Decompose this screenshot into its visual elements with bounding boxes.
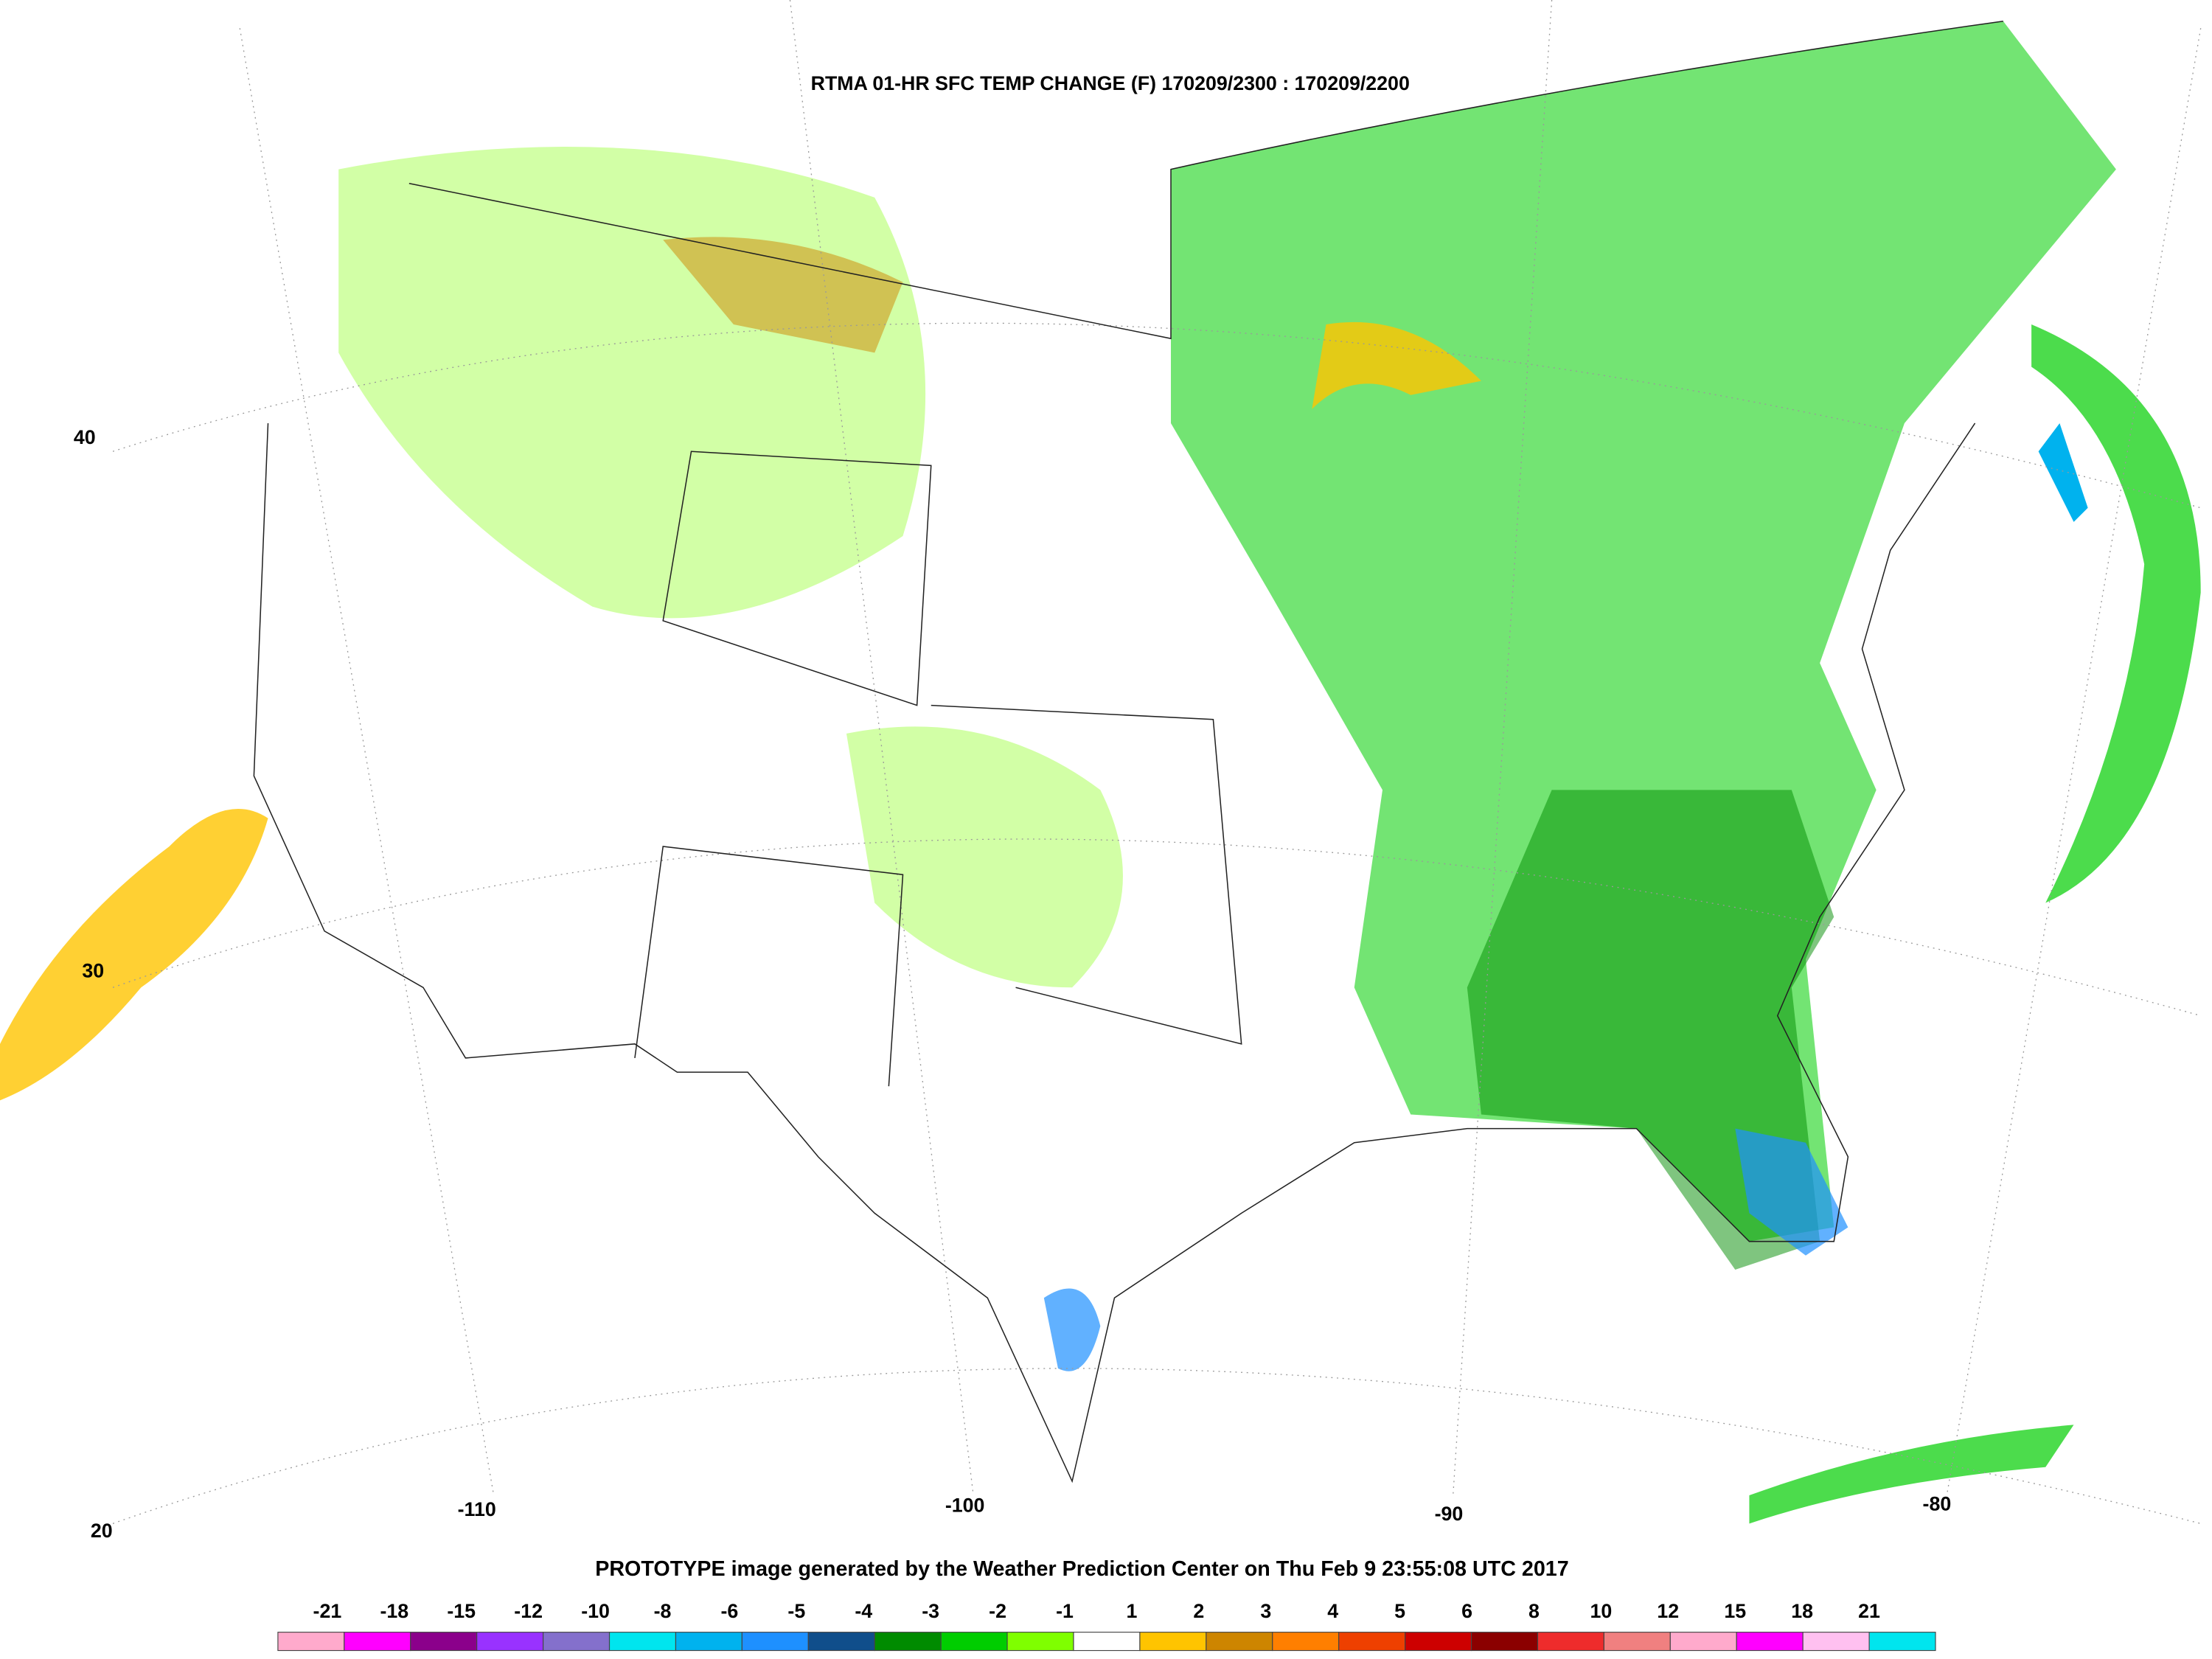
color-swatch bbox=[1338, 1632, 1406, 1652]
colorbar-label: 10 bbox=[1590, 1600, 1612, 1622]
colorbar-label: 4 bbox=[1327, 1600, 1338, 1622]
colorbar-label: 18 bbox=[1791, 1600, 1813, 1622]
color-swatch bbox=[277, 1632, 345, 1652]
color-swatch bbox=[1603, 1632, 1671, 1652]
colorbar-label: -2 bbox=[989, 1600, 1006, 1622]
color-swatch bbox=[874, 1632, 942, 1652]
color-swatch bbox=[741, 1632, 809, 1652]
field-blue bbox=[2038, 422, 2088, 522]
map-title: RTMA 01-HR SFC TEMP CHANGE (F) 170209/23… bbox=[811, 72, 1410, 94]
border bbox=[634, 846, 904, 1087]
color-swatch bbox=[1802, 1632, 1870, 1652]
color-swatch bbox=[807, 1632, 875, 1652]
colorbar: -21 -18 -15 -12 -10 -8 -6 -5 -4 -3 -2 -1 1 2 3 4 5 6 8 10 12… bbox=[277, 1600, 1936, 1652]
graticule bbox=[112, 0, 2202, 1524]
latitude-label: 40 bbox=[74, 426, 96, 448]
longitude-label: -80 bbox=[1923, 1493, 1952, 1515]
field-gold bbox=[0, 808, 268, 1101]
longitude-label: -100 bbox=[945, 1494, 985, 1516]
colorbar-label: -12 bbox=[514, 1600, 543, 1622]
color-swatch bbox=[1405, 1632, 1472, 1652]
field-blue bbox=[1043, 1288, 1101, 1371]
border bbox=[662, 451, 932, 706]
state-borders bbox=[253, 20, 2003, 1484]
field-gold bbox=[1312, 321, 1481, 409]
colorbar-label: -21 bbox=[313, 1600, 342, 1622]
longitude-label: -110 bbox=[458, 1498, 496, 1520]
color-swatch bbox=[1073, 1632, 1141, 1652]
color-swatch bbox=[1537, 1632, 1604, 1652]
color-swatch bbox=[675, 1632, 742, 1652]
color-swatch bbox=[1736, 1632, 1804, 1652]
colorbar-label: 2 bbox=[1193, 1600, 1204, 1622]
colorbar-label: -3 bbox=[922, 1600, 939, 1622]
color-swatch bbox=[940, 1632, 1008, 1652]
colorbar-label: -15 bbox=[447, 1600, 476, 1622]
colorbar-label: -8 bbox=[654, 1600, 672, 1622]
longitude-label: -90 bbox=[1435, 1503, 1464, 1525]
colorbar-label: -4 bbox=[855, 1600, 872, 1622]
latitude-labels: 40 30 20 bbox=[74, 426, 113, 1542]
field-green bbox=[1749, 1425, 2074, 1524]
field-dark-gold bbox=[663, 237, 903, 353]
footer-note: PROTOTYPE image generated by the Weather… bbox=[595, 1557, 1569, 1581]
colorbar-label: 3 bbox=[1260, 1600, 1271, 1622]
colorbar-label: 8 bbox=[1528, 1600, 1540, 1622]
color-swatch bbox=[1206, 1632, 1273, 1652]
map-field bbox=[0, 21, 2201, 1524]
color-swatch bbox=[1470, 1632, 1539, 1652]
latitude-label: 20 bbox=[91, 1520, 113, 1542]
color-swatch bbox=[1272, 1632, 1340, 1652]
colorbar-label: 5 bbox=[1394, 1600, 1405, 1622]
latitude-label: 30 bbox=[82, 959, 104, 981]
color-swatch bbox=[1006, 1632, 1074, 1652]
colorbar-label: 1 bbox=[1126, 1600, 1137, 1622]
color-swatch bbox=[1669, 1632, 1737, 1652]
colorbar-label: -18 bbox=[380, 1600, 408, 1622]
color-swatch bbox=[1868, 1632, 1936, 1652]
colorbar-label: 6 bbox=[1461, 1600, 1472, 1622]
field-light-green bbox=[846, 726, 1123, 988]
colorbar-label: -6 bbox=[721, 1600, 739, 1622]
border bbox=[408, 20, 2003, 340]
field-blue bbox=[1735, 1128, 1848, 1256]
color-swatch bbox=[476, 1632, 544, 1652]
color-swatch bbox=[410, 1632, 478, 1652]
colorbar-label: 15 bbox=[1724, 1600, 1746, 1622]
field-green bbox=[1171, 21, 2116, 1242]
colorbar-label: -5 bbox=[787, 1600, 805, 1622]
color-swatch bbox=[1139, 1632, 1207, 1652]
color-swatch bbox=[344, 1632, 411, 1652]
grid-line bbox=[112, 1368, 2201, 1524]
border bbox=[253, 422, 1976, 1484]
color-swatch bbox=[608, 1632, 677, 1652]
color-swatch bbox=[543, 1632, 611, 1652]
longitude-labels: -110 -100 -90 -80 bbox=[458, 1493, 1952, 1525]
colorbar-label: -1 bbox=[1056, 1600, 1074, 1622]
colorbar-label: 12 bbox=[1657, 1600, 1679, 1622]
colorbar-label: 21 bbox=[1858, 1600, 1880, 1622]
field-green bbox=[2031, 324, 2201, 903]
border bbox=[931, 704, 1242, 1045]
colorbar-label: -10 bbox=[581, 1600, 610, 1622]
